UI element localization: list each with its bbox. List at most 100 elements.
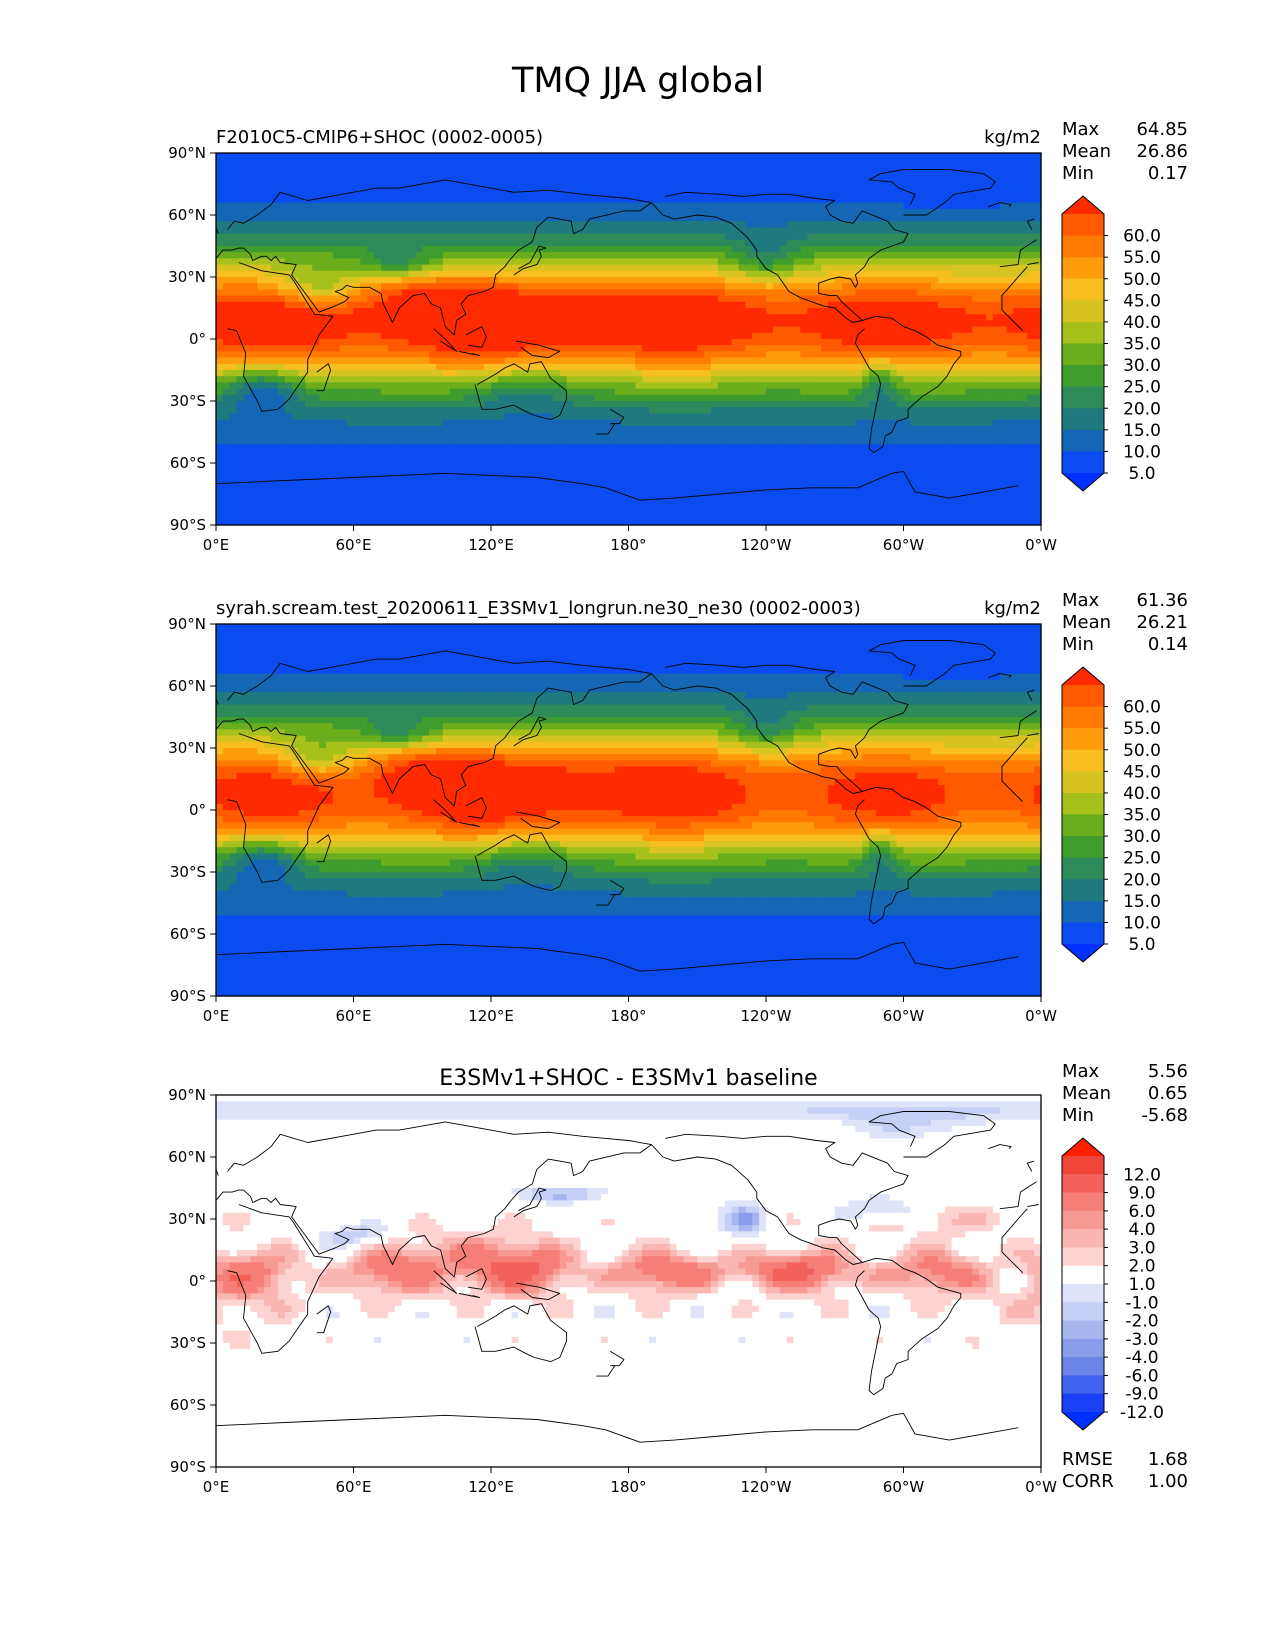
- grid-cell: [841, 215, 850, 222]
- grid-cell: [381, 184, 389, 191]
- grid-cell: [614, 165, 623, 173]
- grid-cell: [656, 320, 664, 328]
- grid-cell: [346, 332, 355, 340]
- grid-cell: [876, 171, 884, 179]
- grid-cell: [216, 258, 224, 266]
- grid-cell: [525, 357, 533, 365]
- grid-cell: [958, 308, 966, 315]
- grid-cell: [504, 264, 513, 272]
- grid-cell: [876, 320, 884, 328]
- grid-cell: [580, 202, 588, 210]
- grid-cell: [525, 153, 533, 160]
- grid-cell: [305, 227, 313, 235]
- grid-cell: [264, 332, 272, 340]
- grid-cell: [896, 171, 905, 179]
- grid-cell: [669, 301, 678, 309]
- grid-cell: [559, 314, 568, 321]
- grid-cell: [463, 394, 471, 402]
- grid-cell: [442, 177, 451, 185]
- grid-cell: [484, 264, 492, 272]
- grid-cell: [305, 401, 313, 408]
- grid-cell: [539, 190, 547, 197]
- grid-cell: [319, 394, 327, 402]
- grid-cell: [711, 295, 719, 303]
- grid-cell: [738, 221, 746, 228]
- grid-cell: [607, 153, 616, 160]
- grid-cell: [305, 376, 313, 383]
- grid-cell: [298, 221, 306, 228]
- grid-cell: [786, 351, 795, 359]
- grid-cell: [910, 171, 918, 179]
- grid-cell: [580, 233, 588, 241]
- grid-cell: [924, 339, 932, 346]
- grid-cell: [1013, 252, 1021, 259]
- grid-cell: [291, 363, 300, 371]
- grid-cell: [271, 339, 279, 346]
- grid-cell: [250, 339, 258, 346]
- grid-cell: [992, 277, 1001, 284]
- grid-cell: [924, 227, 932, 235]
- grid-cell: [532, 363, 540, 371]
- grid-cell: [463, 370, 471, 377]
- grid-cell: [594, 165, 602, 173]
- grid-cell: [621, 376, 630, 383]
- grid-cell: [614, 289, 623, 297]
- grid-cell: [587, 283, 595, 290]
- grid-cell: [876, 227, 884, 235]
- grid-cell: [738, 295, 746, 303]
- grid-cell: [511, 308, 520, 315]
- grid-cell: [504, 239, 513, 247]
- grid-cell: [869, 177, 877, 185]
- grid-cell: [937, 277, 946, 284]
- grid-cell: [319, 320, 327, 328]
- grid-cell: [986, 394, 994, 402]
- grid-cell: [250, 370, 258, 377]
- grid-cell: [903, 258, 911, 266]
- grid-cell: [1020, 314, 1028, 321]
- grid-cell: [607, 401, 616, 408]
- grid-cell: [944, 264, 953, 272]
- grid-cell: [642, 233, 650, 241]
- grid-cell: [841, 295, 850, 303]
- grid-cell: [951, 227, 960, 235]
- grid-cell: [649, 401, 657, 408]
- grid-cell: [291, 314, 300, 321]
- grid-cell: [559, 308, 568, 315]
- grid-cell: [539, 289, 547, 297]
- grid-cell: [277, 252, 286, 259]
- grid-cell: [442, 233, 451, 241]
- grid-cell: [229, 277, 238, 284]
- grid-cell: [731, 339, 740, 346]
- grid-cell: [669, 308, 678, 315]
- grid-cell: [717, 370, 726, 377]
- grid-cell: [662, 357, 671, 365]
- grid-cell: [381, 326, 389, 334]
- grid-cell: [855, 159, 863, 166]
- grid-cell: [1020, 295, 1028, 303]
- grid-cell: [374, 202, 382, 210]
- grid-cell: [711, 370, 719, 377]
- grid-cell: [910, 233, 918, 241]
- grid-cell: [566, 270, 575, 278]
- grid-cell: [353, 196, 361, 204]
- grid-cell: [374, 227, 382, 235]
- grid-cell: [635, 258, 643, 266]
- grid-cell: [326, 190, 334, 197]
- grid-cell: [319, 252, 327, 259]
- grid-cell: [601, 401, 609, 408]
- grid-cell: [924, 221, 932, 228]
- grid-cell: [972, 165, 980, 173]
- grid-cell: [332, 165, 341, 173]
- grid-cell: [711, 401, 719, 408]
- grid-cell: [587, 332, 595, 340]
- grid-cell: [491, 295, 499, 303]
- grid-cell: [903, 345, 911, 352]
- grid-cell: [649, 239, 657, 247]
- grid-cell: [442, 196, 451, 204]
- grid-cell: [711, 270, 719, 278]
- grid-cell: [958, 153, 966, 160]
- grid-cell: [697, 227, 705, 235]
- grid-cell: [972, 215, 980, 222]
- grid-cell: [869, 258, 877, 266]
- grid-cell: [580, 196, 588, 204]
